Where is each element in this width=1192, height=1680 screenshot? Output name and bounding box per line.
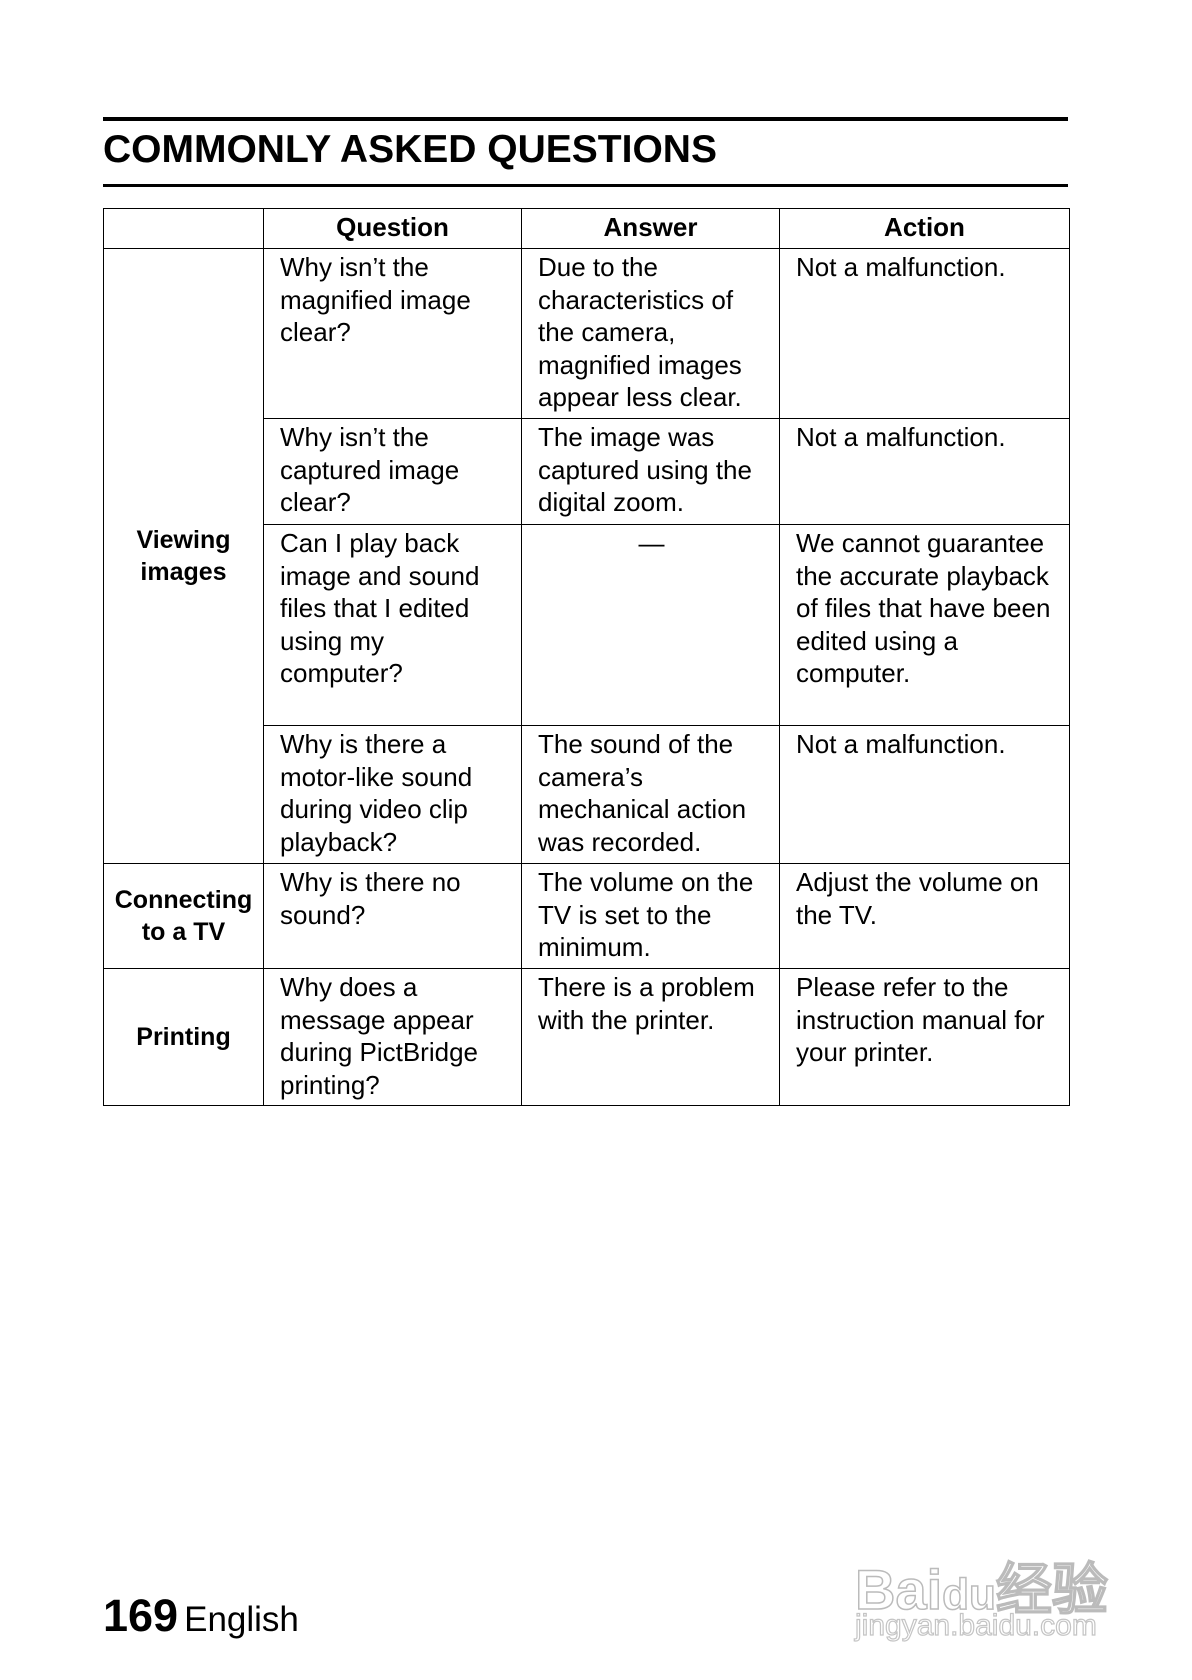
page-title: COMMONLY ASKED QUESTIONS bbox=[103, 128, 717, 171]
question-cell: Why is there a motor-like sound during v… bbox=[263, 725, 522, 864]
column-header-answer: Answer bbox=[521, 208, 780, 249]
answer-cell: The sound of the camera’s mechanical act… bbox=[521, 725, 780, 864]
category-connecting-tv: Connecting to a TV bbox=[103, 863, 264, 969]
top-rule bbox=[103, 117, 1068, 121]
answer-cell: The image was captured using the digital… bbox=[521, 418, 780, 525]
question-cell: Why does a message appear during PictBri… bbox=[263, 968, 522, 1106]
table-row: Why isn’t the captured image clear? The … bbox=[104, 418, 1070, 525]
action-cell: Not a malfunction. bbox=[779, 725, 1070, 864]
question-cell: Why isn’t the magnified image clear? bbox=[263, 248, 522, 419]
column-header-action: Action bbox=[779, 208, 1070, 249]
table-row: Connecting to a TV Why is there no sound… bbox=[103, 863, 1070, 969]
title-underline bbox=[103, 184, 1068, 187]
baidu-watermark-logo: Baidu经验 jingyan.baidu.com bbox=[854, 1557, 1108, 1642]
answer-cell: There is a problem with the printer. bbox=[521, 968, 780, 1106]
table-row: Why is there a motor-like sound during v… bbox=[104, 725, 1070, 864]
column-header-question: Question bbox=[263, 208, 522, 249]
faq-table: Question Answer Action Viewing images Wh… bbox=[103, 208, 1070, 1106]
question-cell: Why is there no sound? bbox=[263, 863, 522, 969]
question-cell: Can I play back image and sound files th… bbox=[263, 524, 522, 726]
action-cell: Please refer to the instruction manual f… bbox=[779, 968, 1070, 1106]
table-header-row: Question Answer Action bbox=[103, 208, 1070, 249]
table-row: Viewing images Why isn’t the magnified i… bbox=[103, 248, 1070, 864]
page-number: 169 bbox=[103, 1590, 179, 1641]
page-language: English bbox=[184, 1600, 299, 1639]
action-cell: Not a malfunction. bbox=[779, 418, 1070, 525]
answer-cell: The volume on the TV is set to the minim… bbox=[521, 863, 780, 969]
answer-cell: Due to the characteristics of the camera… bbox=[521, 248, 780, 419]
column-header-category bbox=[103, 208, 264, 249]
action-cell: Adjust the volume on the TV. bbox=[779, 863, 1070, 969]
answer-cell: — bbox=[521, 524, 780, 726]
table-row: Can I play back image and sound files th… bbox=[104, 524, 1070, 726]
question-cell: Why isn’t the captured image clear? bbox=[263, 418, 522, 525]
category-viewing-images: Viewing images bbox=[103, 248, 264, 864]
page-footer: 169 English bbox=[103, 1590, 299, 1642]
action-cell: We cannot guarantee the accurate playbac… bbox=[779, 524, 1070, 726]
table-row: Printing Why does a message appear durin… bbox=[103, 968, 1070, 1106]
action-cell: Not a malfunction. bbox=[779, 248, 1070, 419]
category-printing: Printing bbox=[103, 968, 264, 1106]
